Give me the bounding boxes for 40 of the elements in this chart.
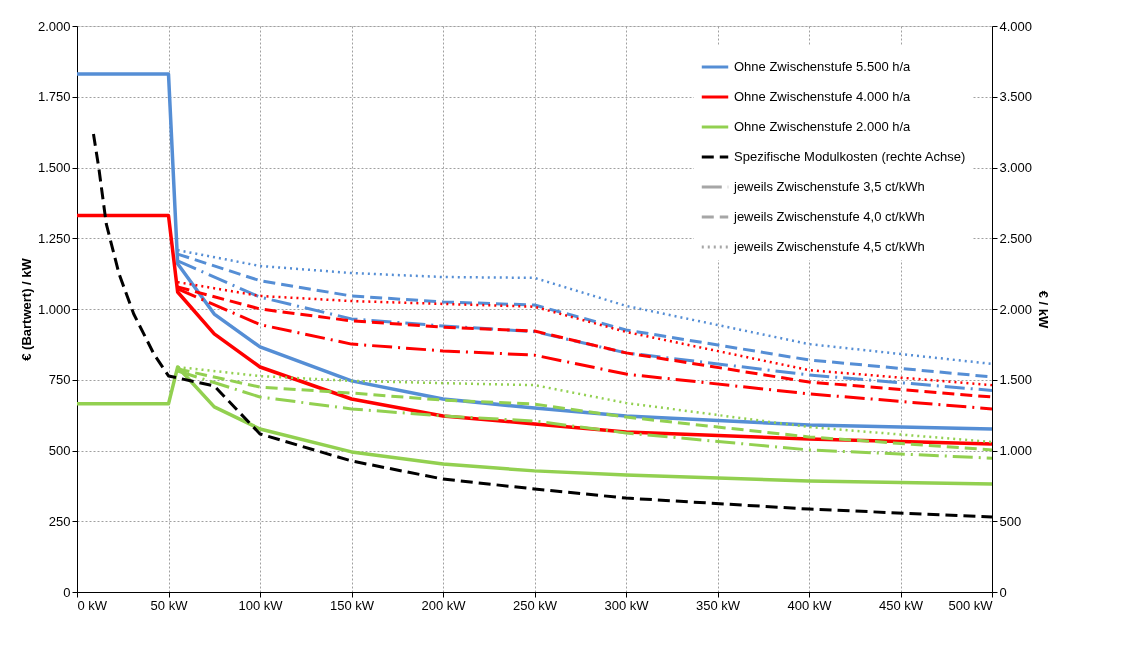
x-tick-label: 500 kW	[948, 597, 994, 613]
x-tick-label: 100 kW	[238, 597, 284, 613]
y-tick-label: 2.000	[37, 18, 71, 34]
y2-tick-label: 3.000	[999, 160, 1033, 175]
y2-tick-label: 2.500	[999, 230, 1033, 246]
line-series	[75, 72, 994, 431]
y-tick-label: 0	[63, 584, 71, 600]
x-tick-label: 250 kW	[512, 597, 558, 613]
y-tick-label: 500	[48, 443, 71, 458]
x-tick-label: 200 kW	[421, 597, 467, 613]
x-tick-label: 150 kW	[329, 597, 375, 613]
legend-label: jeweils Zwischenstufe 3,5 ct/kWh	[733, 179, 925, 194]
y-tick-label: 250	[48, 513, 71, 529]
y-tick-label: 1.000	[37, 301, 71, 317]
legend-label: jeweils Zwischenstufe 4,5 ct/kWh	[733, 239, 925, 254]
x-tick-label: 400 kW	[787, 597, 833, 613]
legend-label: Ohne Zwischenstufe 4.000 h/a	[734, 89, 912, 104]
y-tick-label: 1.500	[37, 160, 71, 175]
y2-tick-label: 3.500	[999, 89, 1033, 105]
y2-tick-label: 1.500	[999, 372, 1033, 388]
legend-label: Ohne Zwischenstufe 5.500 h/a	[734, 59, 912, 74]
x-tick-label: 350 kW	[695, 597, 741, 613]
legend-label: Spezifische Modulkosten (rechte Achse)	[734, 149, 966, 164]
x-tick-label: 300 kW	[604, 597, 650, 613]
y2-tick-label: 2.000	[999, 301, 1033, 317]
legend-label: jeweils Zwischenstufe 4,0 ct/kWh	[733, 209, 925, 224]
x-tick-label: 450 kW	[878, 597, 924, 613]
y2-axis-title: € / kW	[1036, 290, 1052, 330]
y2-tick-label: 500	[999, 513, 1022, 529]
y-axis-title: € (Bartwert) / kW	[18, 257, 34, 361]
y-tick-label: 1.250	[37, 230, 71, 246]
y2-tick-label: 0	[999, 584, 1007, 600]
x-tick-label: 0 kW	[77, 597, 108, 613]
y-tick-label: 750	[48, 372, 71, 388]
legend-label: Ohne Zwischenstufe 2.000 h/a	[734, 119, 912, 134]
y2-tick-label: 4.000	[999, 18, 1033, 34]
x-tick-label: 50 kW	[150, 597, 189, 613]
line-series	[75, 365, 994, 486]
y2-tick-label: 1.000	[999, 443, 1033, 458]
y-tick-label: 1.750	[37, 89, 71, 105]
